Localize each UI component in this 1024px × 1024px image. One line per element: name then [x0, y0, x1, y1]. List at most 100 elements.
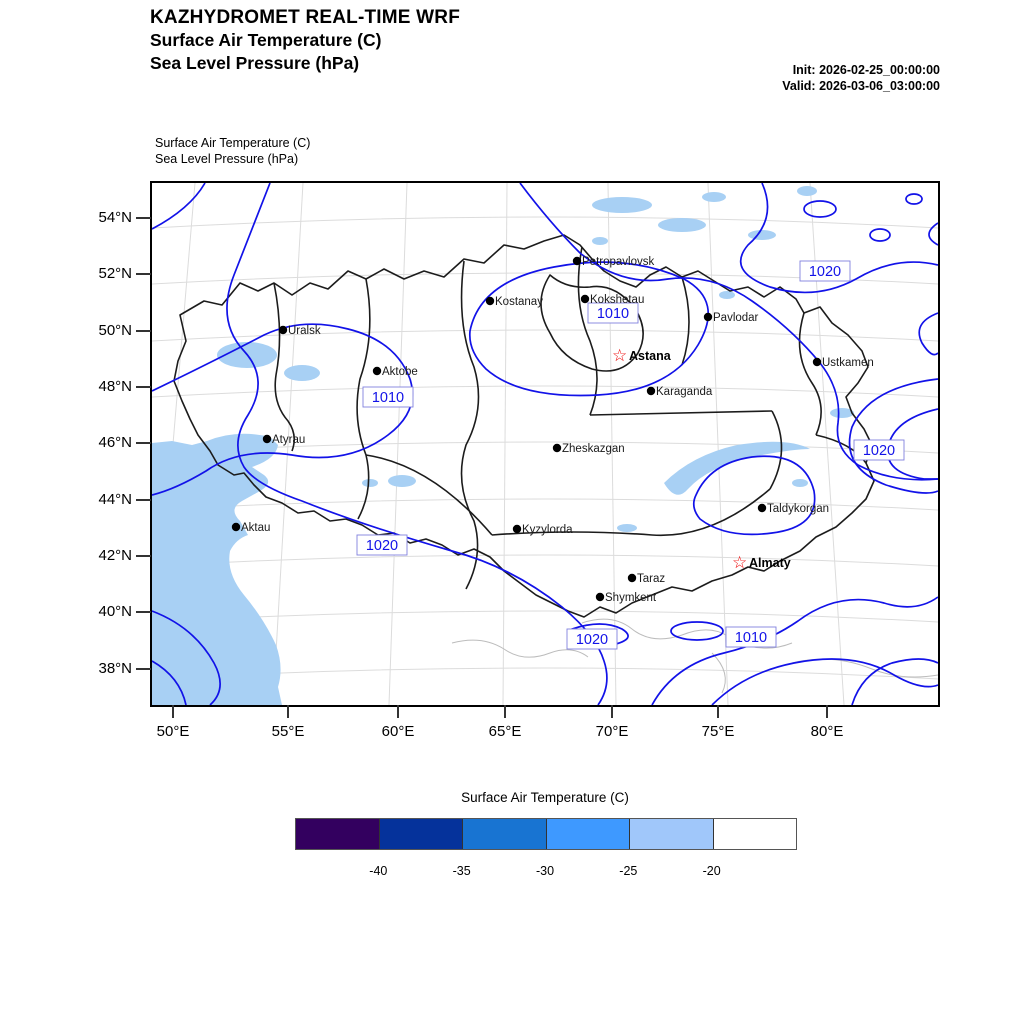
isobar-label-box: [362, 386, 414, 408]
isobar-label-box: [356, 534, 408, 556]
page-subtitle-temperature: Surface Air Temperature (C): [150, 30, 382, 50]
isobar-label: 1020: [863, 443, 895, 459]
colorbar-segment: [378, 819, 462, 849]
isobar-label-box: [799, 260, 851, 282]
lat-axis-label: 44°N: [98, 491, 132, 508]
lat-axis-label: 50°N: [98, 322, 132, 339]
lat-axis-label: 42°N: [98, 547, 132, 564]
model-run-times: Init: 2026-02-25_00:00:00 Valid: 2026-03…: [782, 62, 940, 94]
city-label: Kostanay: [495, 296, 543, 308]
city-dot-icon: [812, 357, 822, 367]
city-dot-icon: [372, 366, 382, 376]
city-dot-icon: [572, 256, 582, 266]
isobar-labels: 1020 1010 1010 1020 1020 1020 1010: [356, 260, 905, 650]
lon-axis-label: 80°E: [810, 723, 844, 740]
lat-tick-mark: [136, 273, 151, 275]
isobar-label: 1020: [809, 264, 841, 280]
isobar-label: 1010: [372, 390, 404, 406]
map-caption: Surface Air Temperature (C) Sea Level Pr…: [155, 135, 310, 167]
lat-axis-label: 40°N: [98, 603, 132, 620]
city-label: Taraz: [637, 573, 665, 585]
isobar-label-box: [566, 628, 618, 650]
lon-tick-mark: [504, 705, 506, 718]
lon-tick-mark: [172, 705, 174, 718]
foreign-borders: [451, 618, 938, 694]
city-dot-icon: [703, 312, 713, 322]
lat-tick-mark: [136, 442, 151, 444]
isobar-label: 1020: [366, 538, 398, 554]
city-dot-icon: [646, 386, 656, 396]
city-dot-icon: [552, 443, 562, 453]
city-dot-icon: [627, 573, 637, 583]
city-label: Almaty: [749, 556, 791, 570]
city-dot-icon: [262, 434, 272, 444]
lat-tick-mark: [136, 499, 151, 501]
city-label: Zheskazgan: [562, 443, 625, 455]
city-label: Uralsk: [288, 325, 321, 337]
colorbar-segment: [296, 819, 379, 849]
lon-tick-mark: [611, 705, 613, 718]
city-label: Pavlodar: [713, 312, 759, 324]
lon-tick-mark: [397, 705, 399, 718]
colorbar-segment: [462, 819, 546, 849]
city-markers: Petropavlovsk Kostanay Kokshetau Pavlodar Ur…: [231, 256, 874, 604]
map-canvas: 1020 1010 1010 1020 1020 1020 1010 Petropavlov…: [150, 181, 940, 707]
colorbar: [295, 818, 797, 850]
city-dot-icon: [595, 592, 605, 602]
city-label: Atyrau: [272, 434, 305, 446]
isobar-label-box: [725, 626, 777, 648]
isobar-label: 1010: [597, 306, 629, 322]
isobar-label-box: [853, 439, 905, 461]
title-block: KAZHYDROMET REAL-TIME WRF Surface Air Te…: [150, 6, 460, 75]
map-caption-temperature: Surface Air Temperature (C): [155, 136, 311, 150]
isobar-label: 1010: [735, 630, 767, 646]
colorbar-segment: [712, 819, 796, 849]
colorbar-tick-label: -25: [619, 864, 638, 878]
city-dot-icon: [580, 294, 590, 304]
lat-axis-label: 52°N: [98, 265, 132, 282]
city-label: Ustkamen: [822, 357, 874, 369]
isobar-label-box: [587, 302, 639, 324]
colorbar-title: Surface Air Temperature (C): [461, 790, 629, 805]
city-label: Aktobe: [382, 366, 418, 378]
lon-tick-mark: [826, 705, 828, 718]
lat-tick-mark: [136, 217, 151, 219]
capital-star-icon: ☆: [732, 553, 747, 573]
lat-axis-label: 54°N: [98, 209, 132, 226]
colorbar-tick-label: -20: [702, 864, 721, 878]
lat-axis-label: 48°N: [98, 378, 132, 395]
city-label: Karaganda: [656, 386, 713, 398]
city-dot-icon: [231, 522, 241, 532]
colorbar-segment: [629, 819, 713, 849]
map-caption-pressure: Sea Level Pressure (hPa): [155, 152, 299, 166]
lon-axis-label: 55°E: [271, 723, 305, 740]
city-label: Petropavlovsk: [582, 256, 654, 268]
lon-axis-label: 75°E: [701, 723, 735, 740]
city-label: Aktau: [241, 522, 270, 534]
lat-tick-mark: [136, 386, 151, 388]
lat-axis-label: 38°N: [98, 660, 132, 677]
capital-star-icon: ☆: [612, 346, 627, 366]
isobar-contours: [152, 183, 938, 705]
isobar-label: 1020: [576, 632, 608, 648]
init-time: Init: 2026-02-25_00:00:00: [792, 63, 940, 77]
lat-tick-mark: [136, 668, 151, 670]
city-dot-icon: [485, 296, 495, 306]
page-subtitle-pressure: Sea Level Pressure (hPa): [150, 53, 360, 73]
lon-axis-label: 65°E: [488, 723, 522, 740]
city-dot-icon: [757, 503, 767, 513]
region-borders: [173, 234, 875, 618]
lon-axis-label: 60°E: [381, 723, 415, 740]
lat-axis-label: 46°N: [98, 434, 132, 451]
lat-tick-mark: [136, 330, 151, 332]
city-dot-icon: [278, 325, 288, 335]
city-label: Kyzylorda: [522, 524, 573, 536]
lon-axis-label: 50°E: [156, 723, 190, 740]
lat-tick-mark: [136, 555, 151, 557]
city-label: Astana: [629, 349, 672, 363]
page-title: KAZHYDROMET REAL-TIME WRF: [150, 7, 461, 28]
map-graphics: 1020 1010 1010 1020 1020 1020 1010 Petropavlov…: [152, 183, 938, 705]
colorbar-segment: [545, 819, 629, 849]
valid-time: Valid: 2026-03-06_03:00:00: [782, 79, 940, 93]
